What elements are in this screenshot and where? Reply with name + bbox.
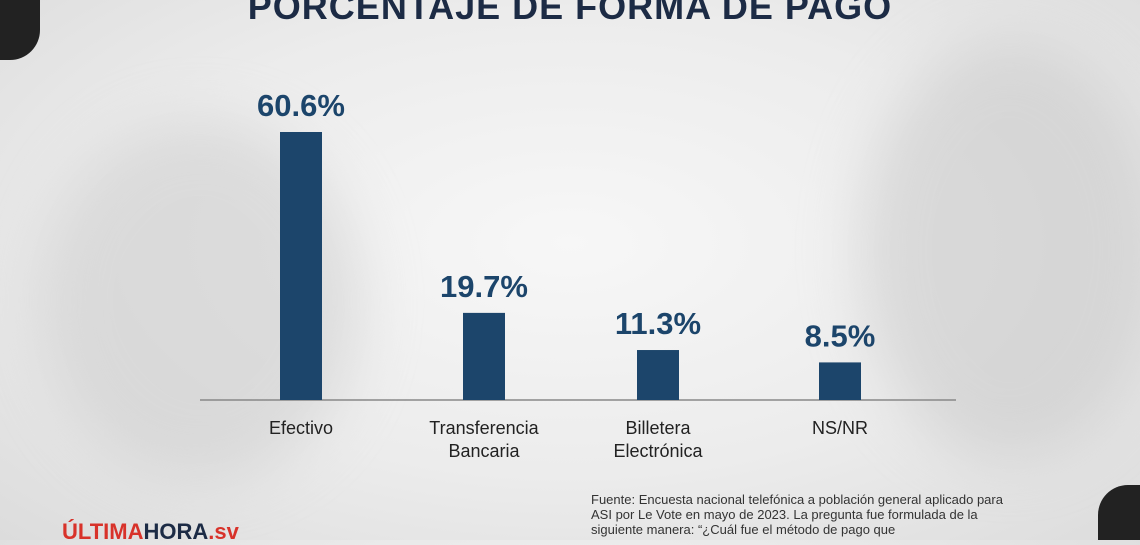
category-label-0: Efectivo [269, 418, 333, 438]
bar-3 [819, 362, 861, 400]
source-note: Fuente: Encuesta nacional telefónica a p… [591, 492, 1003, 537]
logo-part-2: HORA [143, 519, 209, 544]
bar-1 [463, 312, 505, 400]
logo-part-1: ÚLTIMA [62, 519, 144, 544]
bar-2 [637, 350, 679, 400]
background-blur-right [860, 40, 1140, 460]
value-label-0: 60.6% [257, 88, 345, 123]
category-label-3: NS/NR [812, 418, 868, 438]
value-label-3: 8.5% [805, 318, 876, 353]
category-label-2: Billetera Electrónica [613, 418, 703, 461]
logo-part-3: .sv [208, 519, 239, 544]
value-label-1: 19.7% [440, 269, 528, 304]
chart-title: PORCENTAJE DE FORMA DE PAGO [247, 0, 893, 27]
bar-0 [280, 132, 322, 400]
corner-graphic-bottom-right [1098, 485, 1140, 540]
brand-logo: ÚLTIMAHORA.sv [62, 519, 239, 545]
value-label-2: 11.3% [615, 306, 701, 341]
category-label-1: Transferencia Bancaria [429, 418, 539, 461]
